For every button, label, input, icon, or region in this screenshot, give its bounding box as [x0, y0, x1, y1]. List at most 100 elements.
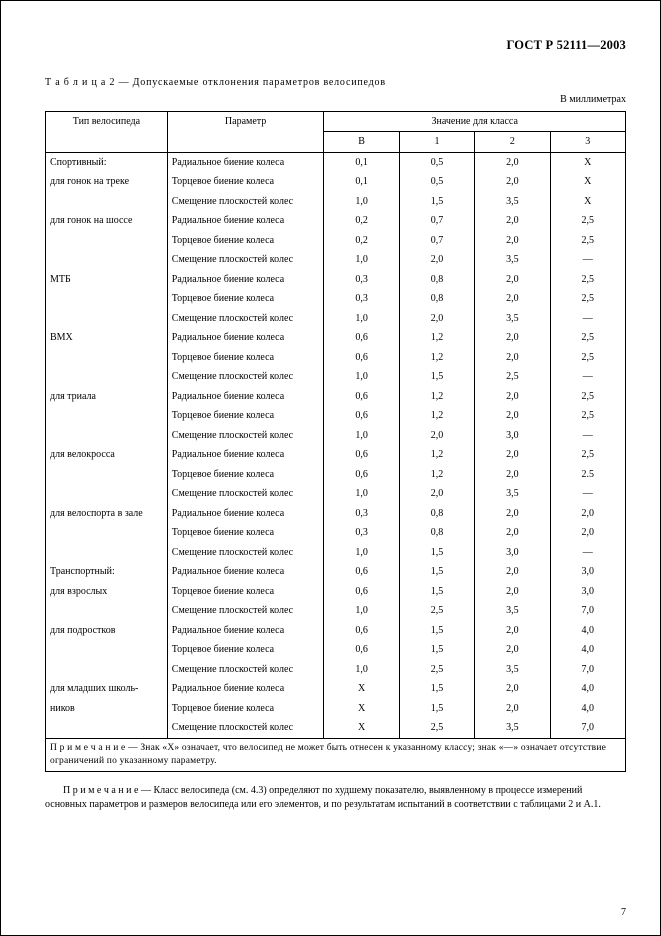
table-footnote: П р и м е ч а н и е — Знак «Х» означает,…	[46, 738, 626, 771]
param-cell: Радиальное биение колеса	[167, 504, 324, 524]
value-cell: 2,0	[475, 504, 550, 524]
type-cell	[46, 289, 168, 309]
table-row: ВМХРадиальное биение колеса0,61,22,02,5	[46, 328, 626, 348]
col-class-1: 1	[399, 132, 474, 153]
value-cell: Х	[550, 172, 625, 192]
table-row: никовТорцевое биение колесаХ1,52,04,0	[46, 699, 626, 719]
type-cell	[46, 601, 168, 621]
value-cell: 2,0	[475, 172, 550, 192]
table-row: Смещение плоскостей колес1,02,03,5—	[46, 484, 626, 504]
type-cell	[46, 250, 168, 270]
value-cell: 2,5	[550, 211, 625, 231]
type-cell	[46, 406, 168, 426]
value-cell: 2,0	[475, 679, 550, 699]
type-cell: для триала	[46, 387, 168, 407]
value-cell: 3,0	[475, 426, 550, 446]
type-cell: МТБ	[46, 270, 168, 290]
value-cell: 4,0	[550, 699, 625, 719]
value-cell: 0,8	[399, 289, 474, 309]
type-cell	[46, 640, 168, 660]
value-cell: 2,0	[399, 426, 474, 446]
table-row: Смещение плоскостей колесХ2,53,57,0	[46, 718, 626, 738]
type-cell	[46, 309, 168, 329]
value-cell: 2,0	[550, 504, 625, 524]
value-cell: 2,0	[475, 211, 550, 231]
value-cell: 1,5	[399, 562, 474, 582]
col-param: Параметр	[167, 111, 324, 152]
type-cell: ников	[46, 699, 168, 719]
param-cell: Торцевое биение колеса	[167, 289, 324, 309]
type-cell	[46, 367, 168, 387]
value-cell: 2,0	[475, 621, 550, 641]
value-cell: 2,5	[399, 601, 474, 621]
value-cell: 0,6	[324, 562, 399, 582]
value-cell: 3,5	[475, 718, 550, 738]
unit-label: В миллиметрах	[45, 93, 626, 107]
param-cell: Смещение плоскостей колес	[167, 367, 324, 387]
table-row: Торцевое биение колеса0,61,52,04,0	[46, 640, 626, 660]
value-cell: 1,5	[399, 543, 474, 563]
type-cell	[46, 543, 168, 563]
value-cell: 2,0	[475, 152, 550, 172]
value-cell: 1,0	[324, 484, 399, 504]
value-cell: 3,5	[475, 192, 550, 212]
param-cell: Торцевое биение колеса	[167, 172, 324, 192]
table-row: Транспортный:Радиальное биение колеса0,6…	[46, 562, 626, 582]
value-cell: 7,0	[550, 601, 625, 621]
param-cell: Радиальное биение колеса	[167, 445, 324, 465]
value-cell: 2,0	[475, 348, 550, 368]
page-number: 7	[621, 906, 626, 920]
param-cell: Радиальное биение колеса	[167, 328, 324, 348]
value-cell: 2,0	[475, 328, 550, 348]
value-cell: 4,0	[550, 621, 625, 641]
table-row: Смещение плоскостей колес1,01,53,0—	[46, 543, 626, 563]
param-cell: Смещение плоскостей колес	[167, 718, 324, 738]
value-cell: 0,5	[399, 172, 474, 192]
value-cell: 0,2	[324, 211, 399, 231]
table-row: для триалаРадиальное биение колеса0,61,2…	[46, 387, 626, 407]
value-cell: 2,5	[550, 328, 625, 348]
value-cell: 3,0	[550, 582, 625, 602]
value-cell: 0,1	[324, 172, 399, 192]
value-cell: 2,5	[550, 270, 625, 290]
value-cell: 0,5	[399, 152, 474, 172]
value-cell: 4,0	[550, 679, 625, 699]
table-row: Смещение плоскостей колес1,02,03,5—	[46, 309, 626, 329]
value-cell: 1,5	[399, 699, 474, 719]
value-cell: 2,0	[399, 484, 474, 504]
value-cell: —	[550, 250, 625, 270]
value-cell: 2,0	[475, 699, 550, 719]
param-cell: Смещение плоскостей колес	[167, 543, 324, 563]
param-cell: Торцевое биение колеса	[167, 465, 324, 485]
table-body: Спортивный:Радиальное биение колеса0,10,…	[46, 152, 626, 771]
type-cell	[46, 718, 168, 738]
value-cell: 2,5	[550, 348, 625, 368]
value-cell: 0,6	[324, 582, 399, 602]
value-cell: 0,8	[399, 270, 474, 290]
type-cell: Спортивный:	[46, 152, 168, 172]
value-cell: 0,3	[324, 289, 399, 309]
value-cell: 1,2	[399, 328, 474, 348]
value-cell: 0,6	[324, 445, 399, 465]
type-cell	[46, 465, 168, 485]
value-cell: 3,0	[475, 543, 550, 563]
value-cell: 0,6	[324, 328, 399, 348]
value-cell: —	[550, 367, 625, 387]
type-cell	[46, 348, 168, 368]
value-cell: 1,5	[399, 582, 474, 602]
value-cell: 0,6	[324, 348, 399, 368]
value-cell: 0,6	[324, 406, 399, 426]
type-cell: ВМХ	[46, 328, 168, 348]
value-cell: —	[550, 309, 625, 329]
table-caption: Т а б л и ц а 2 — Допускаемые отклонения…	[45, 76, 626, 90]
param-cell: Смещение плоскостей колес	[167, 250, 324, 270]
value-cell: 2,0	[475, 289, 550, 309]
value-cell: 7,0	[550, 660, 625, 680]
value-cell: 0,8	[399, 523, 474, 543]
table-row: для подростковРадиальное биение колеса0,…	[46, 621, 626, 641]
table-row: для гонок на трекеТорцевое биение колеса…	[46, 172, 626, 192]
value-cell: 3,5	[475, 309, 550, 329]
value-cell: 4,0	[550, 640, 625, 660]
value-cell: 0,3	[324, 523, 399, 543]
param-cell: Радиальное биение колеса	[167, 562, 324, 582]
